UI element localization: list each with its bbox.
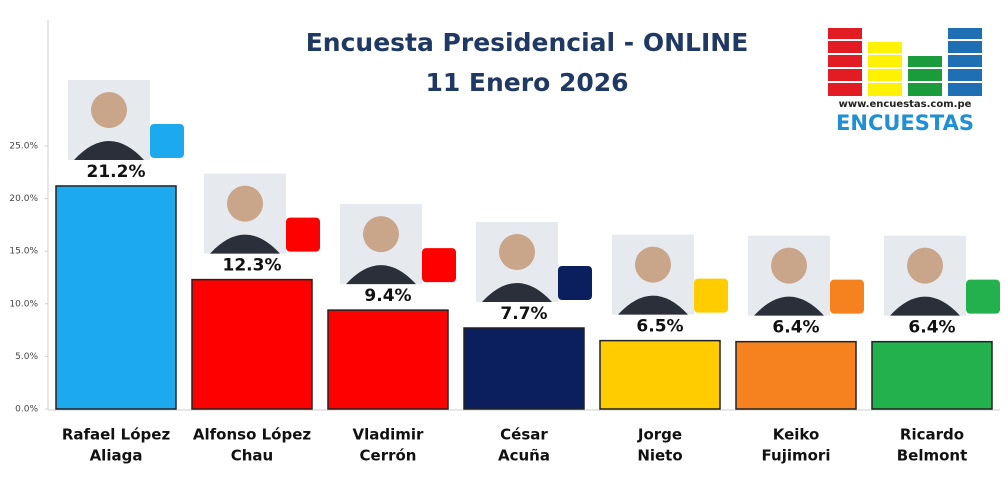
x-tick-label: Belmont	[897, 447, 968, 465]
photo-part	[830, 279, 864, 314]
photo-part	[74, 140, 144, 160]
value-label: 12.3%	[223, 256, 282, 276]
bar	[191, 278, 313, 410]
x-tick-label: Nieto	[637, 447, 682, 465]
photo-part	[771, 247, 807, 284]
candidate-photo	[68, 79, 184, 160]
x-tick-label: Keiko	[773, 426, 820, 444]
candidate-photo	[884, 235, 1000, 316]
x-tick-label: Alfonso López	[193, 426, 311, 444]
photo-part	[966, 279, 1000, 314]
x-tick-label: Aliaga	[90, 447, 143, 465]
photo-part	[210, 234, 280, 254]
candidate-photo	[476, 221, 592, 302]
y-tick-label: 15.0%	[9, 247, 38, 257]
y-tick-label: 20.0%	[9, 194, 38, 204]
bar	[871, 340, 993, 410]
photo-part	[754, 296, 824, 316]
photo-part	[286, 217, 320, 252]
bar	[463, 327, 585, 410]
candidate-photo	[340, 204, 456, 285]
value-label: 6.5%	[636, 317, 683, 337]
photo-part	[907, 247, 943, 284]
chart-title: Encuesta Presidencial - ONLINE	[306, 28, 749, 57]
photo-part	[558, 265, 592, 300]
photo-part	[694, 278, 728, 313]
logo-name: ENCUESTAS	[836, 111, 974, 135]
photo-part	[91, 91, 127, 128]
bar	[327, 309, 449, 410]
value-label: 6.4%	[772, 318, 819, 338]
value-label: 7.7%	[500, 304, 547, 324]
photo-part	[346, 265, 416, 285]
logo-url: www.encuestas.com.pe	[839, 99, 972, 110]
bar	[735, 340, 857, 410]
y-tick-label: 5.0%	[15, 352, 38, 362]
x-tick-label: Fujimori	[762, 447, 831, 465]
photo-part	[482, 282, 552, 302]
candidate-photo	[748, 235, 864, 316]
photo-part	[150, 123, 184, 158]
value-label: 9.4%	[364, 286, 411, 306]
x-tick-label: Jorge	[637, 426, 682, 444]
logo-bar	[828, 28, 862, 96]
y-tick-label: 0.0%	[15, 405, 38, 415]
x-tick-label: Chau	[231, 447, 274, 465]
photo-part	[363, 216, 399, 253]
photo-part	[227, 185, 263, 222]
y-tick-label: 25.0%	[9, 142, 38, 152]
photo-part	[422, 248, 456, 283]
value-label: 6.4%	[908, 318, 955, 338]
logo-bar	[908, 56, 942, 96]
photo-part	[635, 246, 671, 283]
chart-subtitle: 11 Enero 2026	[425, 68, 628, 97]
x-tick-label: Vladimir	[353, 426, 425, 444]
x-tick-label: Cerrón	[360, 447, 417, 465]
value-label: 21.2%	[87, 162, 146, 182]
logo-grid	[826, 39, 984, 83]
x-tick-label: Rafael López	[62, 426, 171, 444]
bar	[599, 339, 721, 410]
x-tick-label: Acuña	[498, 447, 550, 465]
candidate-photo	[204, 173, 320, 254]
x-tick-label: César	[500, 426, 548, 444]
bar	[55, 185, 177, 410]
photo-part	[499, 233, 535, 270]
photo-part	[890, 296, 960, 316]
candidate-photo	[612, 234, 728, 315]
photo-part	[618, 295, 688, 315]
logo: www.encuestas.com.pe ENCUESTAS	[826, 28, 984, 135]
x-tick-label: Ricardo	[900, 426, 964, 444]
logo-bar	[948, 28, 982, 96]
y-tick-label: 10.0%	[9, 299, 38, 309]
